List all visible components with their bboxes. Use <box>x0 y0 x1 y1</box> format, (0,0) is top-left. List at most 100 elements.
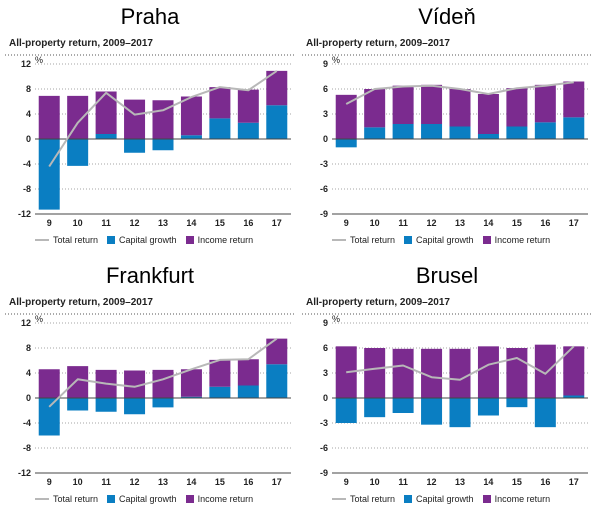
chart-legend: Total return Capital growth Income retur… <box>35 235 253 245</box>
legend-item-total: Total return <box>35 235 98 245</box>
city-title: Brusel <box>415 263 479 288</box>
y-tick-label: 12 <box>21 318 31 328</box>
bar-capital-growth <box>266 364 288 398</box>
legend-item-income: Income return <box>185 235 254 245</box>
legend-item-income: Income return <box>185 494 253 504</box>
bar-income-return <box>534 84 556 123</box>
bar-income-return <box>477 346 499 398</box>
y-tick-label: 12 <box>21 59 31 69</box>
bar-income-return <box>209 359 231 387</box>
chart-subtitle: All-property return, 2009–2017 <box>306 297 450 308</box>
y-tick-label: 0 <box>26 134 31 144</box>
bar-income-return <box>38 369 60 398</box>
y-tick-label: 9 <box>323 318 328 328</box>
legend-label-total: Total return <box>53 494 99 504</box>
bar-income-return <box>563 346 585 396</box>
x-tick-label: 11 <box>101 477 111 487</box>
chart-legend: Total return Capital growth Income retur… <box>35 494 253 504</box>
bar-income-return <box>266 338 288 365</box>
x-tick-label: 15 <box>512 218 522 228</box>
y-tick-label: 8 <box>26 343 31 353</box>
chart-plot: % 12 8 4 0 -4 -8 -12 9 10 11 12 13 14 15 16 17 <box>5 313 295 487</box>
x-tick-label: 17 <box>272 477 282 487</box>
x-tick-label: 13 <box>158 218 168 228</box>
y-tick-label: -8 <box>23 184 31 194</box>
bar-income-return <box>180 369 202 397</box>
bar-income-return <box>209 87 231 119</box>
x-tick-label: 12 <box>427 477 437 487</box>
chart-subtitle: All-property return, 2009–2017 <box>9 38 153 49</box>
chart-panel-praha: Praha All-property return, 2009–2017 % 12… <box>5 0 295 255</box>
x-tick-label: 16 <box>243 218 253 228</box>
legend-item-total: Total return <box>332 235 395 245</box>
bar-capital-growth <box>124 139 146 153</box>
legend-line-swatch <box>35 498 49 500</box>
legend-item-income: Income return <box>482 235 550 245</box>
city-title: Frankfurt <box>105 263 195 288</box>
y-tick-label: -3 <box>320 159 328 169</box>
legend-label-total: Total return <box>53 235 99 245</box>
legend-item-total: Total return <box>35 494 98 504</box>
chart-subtitle: All-property return, 2009–2017 <box>306 38 450 49</box>
legend-income-swatch <box>185 236 194 244</box>
legend-line-swatch <box>332 498 346 500</box>
line-total-return <box>345 81 574 105</box>
chart-plot: % 9 6 3 0 -3 -6 -9 9 10 11 12 13 14 15 16 17 <box>302 54 592 228</box>
bar-capital-growth <box>67 398 89 411</box>
legend-label-income: Income return <box>494 494 551 504</box>
legend-item-income: Income return <box>482 494 551 504</box>
bar-capital-growth <box>124 398 146 415</box>
y-tick-label: -9 <box>320 468 328 478</box>
legend-income-swatch <box>482 495 491 503</box>
legend-item-capital: Capital growth <box>404 494 474 504</box>
bar-income-return <box>449 89 471 127</box>
bar-capital-growth <box>152 139 174 151</box>
bar-capital-growth <box>563 395 585 398</box>
bar-capital-growth <box>152 398 174 408</box>
bar-income-return <box>421 348 443 398</box>
bar-capital-growth <box>335 139 357 148</box>
bar-income-return <box>392 85 414 124</box>
bar-income-return <box>335 94 357 139</box>
y-tick-label: 0 <box>323 134 328 144</box>
x-tick-label: 15 <box>512 477 522 487</box>
y-tick-label: 3 <box>323 368 328 378</box>
bar-capital-growth <box>477 134 499 139</box>
x-tick-label: 16 <box>540 477 550 487</box>
bar-income-return <box>477 94 499 134</box>
bar-capital-growth <box>392 124 414 139</box>
x-tick-label: 17 <box>569 218 579 228</box>
y-tick-label: -4 <box>23 159 31 169</box>
bar-income-return <box>266 70 288 106</box>
x-tick-label: 13 <box>158 477 168 487</box>
x-tick-label: 10 <box>73 477 83 487</box>
bar-income-return <box>95 91 117 134</box>
x-tick-label: 9 <box>47 218 52 228</box>
y-tick-label: 4 <box>26 109 31 119</box>
bar-income-return <box>392 348 414 398</box>
y-tick-label: -12 <box>18 468 31 478</box>
legend-capital-swatch <box>107 495 116 503</box>
y-tick-label: 8 <box>26 84 31 94</box>
x-tick-label: 10 <box>370 218 380 228</box>
bar-capital-growth <box>209 386 231 398</box>
x-tick-label: 12 <box>130 477 140 487</box>
y-tick-label: 0 <box>323 393 328 403</box>
city-title: Praha <box>120 4 180 29</box>
legend-label-capital: Capital growth <box>119 235 177 245</box>
x-tick-label: 13 <box>455 477 465 487</box>
line-total-return <box>346 345 575 381</box>
bar-income-return <box>237 89 259 123</box>
legend-label-income: Income return <box>197 235 254 245</box>
bar-capital-growth <box>180 396 202 398</box>
legend-label-capital: Capital growth <box>416 235 474 245</box>
y-tick-label: -9 <box>320 209 328 219</box>
bar-income-return <box>364 89 386 128</box>
x-tick-label: 13 <box>455 218 465 228</box>
legend-item-capital: Capital growth <box>107 494 177 504</box>
bar-income-return <box>449 348 471 398</box>
y-tick-label: -8 <box>23 443 31 453</box>
x-tick-label: 14 <box>186 477 196 487</box>
bar-capital-growth <box>364 127 386 139</box>
bar-capital-growth <box>534 122 556 139</box>
